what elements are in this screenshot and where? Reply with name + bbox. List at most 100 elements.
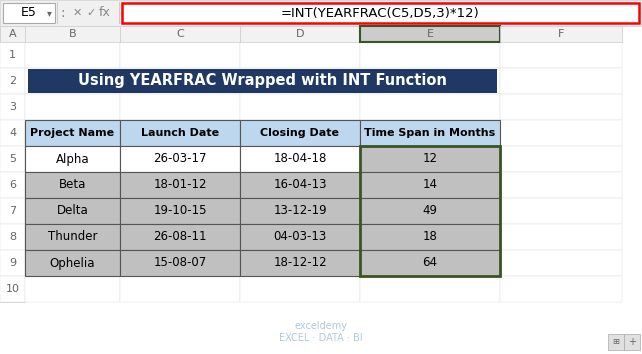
Text: 18-12-12: 18-12-12 (273, 257, 327, 269)
Text: 12: 12 (422, 153, 437, 166)
Bar (240, 224, 360, 250)
Text: 13-12-19: 13-12-19 (273, 205, 327, 217)
Bar (25, 146, 120, 172)
Text: 64: 64 (422, 257, 437, 269)
Bar (25, 26, 120, 42)
Bar (240, 172, 360, 198)
Bar (500, 94, 622, 120)
Bar (500, 172, 622, 198)
Bar (500, 250, 622, 276)
Bar (360, 68, 500, 94)
Bar (120, 68, 240, 94)
Bar (120, 224, 240, 250)
Bar (0, 68, 25, 94)
Bar (360, 250, 500, 276)
Bar (25, 42, 120, 68)
Text: F: F (558, 29, 564, 39)
Text: Using YEARFRAC Wrapped with INT Function: Using YEARFRAC Wrapped with INT Function (78, 74, 447, 88)
Bar (500, 120, 622, 146)
Bar (25, 276, 120, 302)
Bar (500, 42, 622, 68)
Bar (25, 172, 120, 198)
Bar (360, 146, 500, 172)
Bar (0, 172, 25, 198)
Bar (240, 42, 360, 68)
Text: 8: 8 (9, 232, 16, 242)
Bar (360, 146, 500, 172)
Bar (0, 198, 25, 224)
Text: ⊞: ⊞ (612, 337, 620, 347)
Bar (120, 120, 240, 146)
Bar (360, 172, 500, 198)
Bar (240, 120, 360, 146)
Text: 1: 1 (9, 50, 16, 60)
Bar (360, 250, 500, 276)
Bar (360, 224, 500, 250)
Text: 4: 4 (9, 128, 16, 138)
Bar (0, 26, 25, 42)
Bar (120, 146, 240, 172)
Bar (122, 3, 639, 23)
Bar (240, 198, 360, 224)
Bar (120, 42, 240, 68)
Bar (240, 172, 360, 198)
Bar (25, 120, 120, 146)
Text: 7: 7 (9, 206, 16, 216)
Bar (0, 146, 25, 172)
Text: 18: 18 (422, 230, 437, 244)
Bar (500, 26, 622, 42)
Bar (360, 146, 500, 276)
Bar (360, 120, 500, 146)
Bar (0, 120, 25, 146)
Text: Closing Date: Closing Date (261, 128, 340, 138)
Bar (120, 94, 240, 120)
Bar (120, 120, 240, 146)
Text: 6: 6 (9, 180, 16, 190)
Bar (25, 198, 120, 224)
Bar (120, 172, 240, 198)
Text: E: E (426, 29, 433, 39)
Bar (28, 69, 497, 93)
Text: 49: 49 (422, 205, 437, 217)
Bar (25, 250, 120, 276)
Text: 18-01-12: 18-01-12 (153, 178, 207, 192)
Bar (240, 120, 360, 146)
Bar (0, 250, 25, 276)
Bar (360, 172, 500, 198)
Bar (120, 276, 240, 302)
Bar (360, 26, 500, 42)
Text: Launch Date: Launch Date (141, 128, 219, 138)
Bar (3, 3, 55, 23)
Text: Beta: Beta (59, 178, 86, 192)
Bar (0, 26, 25, 42)
Bar (0, 146, 25, 172)
Bar (0, 276, 25, 302)
Bar (120, 224, 240, 250)
Bar (500, 224, 622, 250)
Bar (360, 276, 500, 302)
Text: 15-08-07: 15-08-07 (153, 257, 207, 269)
Bar (25, 224, 120, 250)
Bar (0, 0, 642, 26)
Bar (0, 68, 25, 94)
Text: Project Name: Project Name (30, 128, 114, 138)
Text: Delta: Delta (56, 205, 89, 217)
Text: fx: fx (99, 6, 111, 19)
Text: =INT(YEARFRAC(C5,D5,3)*12): =INT(YEARFRAC(C5,D5,3)*12) (281, 6, 480, 19)
Bar (500, 276, 622, 302)
Bar (25, 94, 120, 120)
Bar (25, 120, 120, 146)
Text: E5: E5 (21, 6, 37, 19)
Text: 5: 5 (9, 154, 16, 164)
Bar (240, 250, 360, 276)
Text: exceldemy
EXCEL · DATA · BI: exceldemy EXCEL · DATA · BI (279, 321, 363, 343)
Text: Time Span in Months: Time Span in Months (365, 128, 496, 138)
Text: B: B (69, 29, 76, 39)
Text: 26-03-17: 26-03-17 (153, 153, 207, 166)
Bar (240, 198, 360, 224)
Bar (25, 68, 120, 94)
Text: 19-10-15: 19-10-15 (153, 205, 207, 217)
Bar (0, 276, 25, 302)
Bar (360, 94, 500, 120)
Bar (25, 224, 120, 250)
